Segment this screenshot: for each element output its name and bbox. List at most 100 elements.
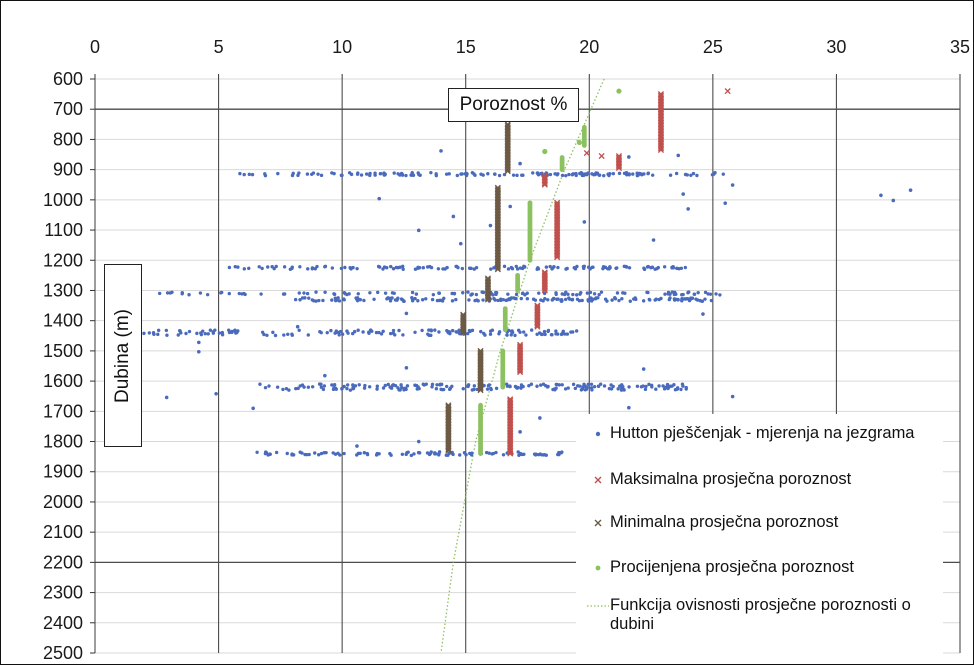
data-point-hutton <box>554 382 558 387</box>
data-point-hutton <box>266 265 270 269</box>
data-point-hutton <box>238 171 242 176</box>
data-point-hutton <box>516 385 520 390</box>
data-point-hutton <box>322 384 327 388</box>
data-point-hutton <box>545 385 550 389</box>
data-point-hutton <box>488 332 493 336</box>
data-point-min <box>494 266 501 273</box>
data-point-hutton <box>176 333 180 337</box>
data-point-hutton <box>514 264 519 269</box>
data-point-hutton <box>206 332 210 336</box>
data-point-hutton <box>413 383 417 387</box>
y-tick-label: 2000 <box>43 492 83 512</box>
data-point-hutton <box>548 264 552 269</box>
y-tick-label: 1400 <box>43 311 83 331</box>
data-point-hutton <box>721 172 725 176</box>
data-point-hutton <box>506 267 511 271</box>
data-point-hutton <box>347 171 352 175</box>
data-point-hutton <box>227 265 232 270</box>
data-point-hutton <box>696 290 700 295</box>
data-point-hutton <box>663 292 667 296</box>
data-point-hutton <box>538 416 542 420</box>
data-point-hutton <box>284 386 289 391</box>
data-point-hutton <box>165 333 169 337</box>
data-point-hutton <box>485 387 490 391</box>
legend-marker-dotted-line <box>586 596 610 616</box>
data-point-hutton <box>708 292 713 296</box>
data-point-hutton <box>340 332 345 336</box>
data-point-max <box>534 322 541 329</box>
data-point-hutton <box>650 385 654 389</box>
data-point-hutton <box>554 332 558 336</box>
data-point-hutton <box>257 265 261 269</box>
data-point-hutton <box>157 291 162 296</box>
data-point-hutton <box>659 296 663 301</box>
data-point-hutton <box>345 329 349 333</box>
data-point-hutton <box>494 386 499 391</box>
data-point-hutton <box>514 292 519 297</box>
data-point-hutton <box>287 388 291 392</box>
data-point-hutton <box>714 292 718 296</box>
data-point-hutton <box>281 387 285 392</box>
data-point-hutton <box>456 265 460 270</box>
data-point-hutton <box>306 333 311 337</box>
data-point-hutton <box>571 330 575 334</box>
data-point-hutton <box>588 290 593 295</box>
data-point-min <box>477 387 484 394</box>
legend-marker-dot-blue <box>586 424 610 444</box>
data-point-hutton <box>490 328 495 332</box>
data-point-hutton <box>416 299 420 303</box>
data-point-hutton <box>556 265 560 270</box>
data-point-hutton <box>368 291 372 295</box>
data-point-hutton <box>570 173 575 177</box>
data-point-hutton <box>518 330 522 334</box>
data-point-max <box>541 181 548 188</box>
y-tick-label: 2400 <box>43 613 83 633</box>
data-point-hutton <box>668 296 672 300</box>
data-point-hutton <box>616 387 620 391</box>
data-point-hutton <box>580 298 584 303</box>
data-point-hutton <box>352 329 357 334</box>
data-point-hutton <box>563 297 568 302</box>
data-point-max <box>615 163 623 170</box>
data-point-hutton <box>668 173 673 177</box>
data-point-hutton <box>345 383 350 387</box>
data-point-hutton <box>557 383 561 387</box>
data-point-hutton <box>497 173 502 178</box>
data-point-hutton <box>391 383 396 387</box>
data-point-hutton <box>282 333 286 337</box>
data-point-hutton <box>586 171 590 175</box>
data-point-hutton <box>356 328 360 332</box>
data-point-hutton <box>676 153 681 158</box>
data-point-min <box>504 168 511 175</box>
data-point-max <box>541 180 548 187</box>
y-tick-label: 600 <box>53 69 83 89</box>
data-point-hutton <box>300 451 304 455</box>
data-point-hutton <box>591 265 595 269</box>
data-point-hutton <box>364 172 369 176</box>
data-point-hutton <box>267 384 271 388</box>
data-point-hutton <box>529 382 534 386</box>
data-point-hutton <box>271 330 275 335</box>
data-point-hutton <box>424 382 428 386</box>
legend-item-estimated: Procijenjena prosječna poroznost <box>586 558 854 578</box>
data-point-hutton <box>531 297 536 301</box>
data-point-hutton <box>410 296 414 300</box>
data-point-hutton <box>661 384 665 388</box>
data-point-hutton <box>433 328 437 332</box>
data-point-hutton <box>337 299 342 303</box>
data-point-hutton <box>376 290 380 295</box>
data-point-hutton <box>578 292 582 296</box>
data-point-hutton <box>482 331 486 336</box>
data-point-hutton <box>492 296 496 301</box>
data-point-hutton <box>250 172 255 177</box>
data-point-hutton <box>535 171 540 175</box>
data-point-hutton <box>618 384 622 388</box>
data-point-hutton <box>653 298 657 302</box>
data-point-hutton <box>683 297 688 301</box>
data-point-hutton <box>692 292 697 296</box>
data-point-hutton <box>542 453 547 457</box>
legend-item-min: Minimalna prosječna poroznost <box>586 513 838 533</box>
data-point-hutton <box>332 292 336 296</box>
data-point-hutton <box>562 332 567 336</box>
